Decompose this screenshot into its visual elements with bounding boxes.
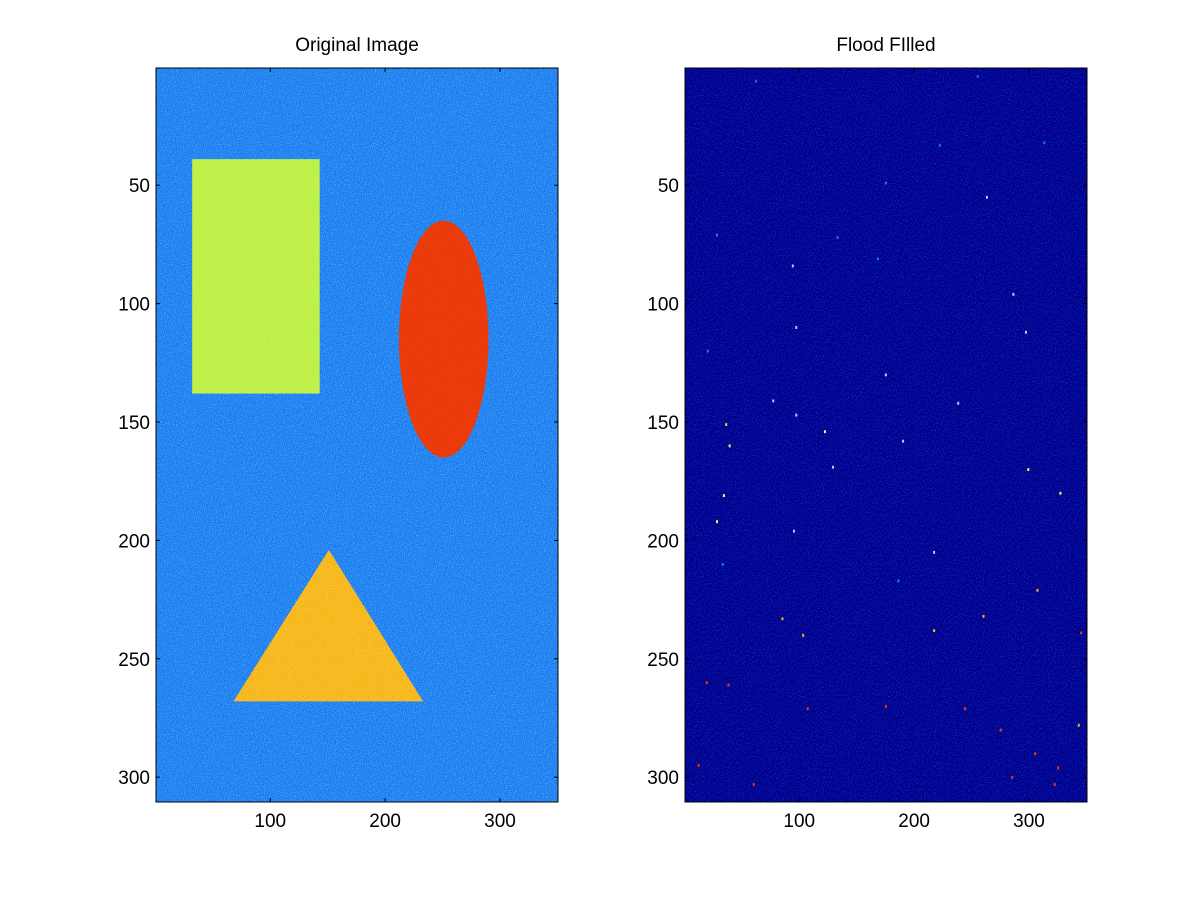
speckle-pixel <box>727 683 730 687</box>
speckle-pixel <box>933 629 936 632</box>
speckle-pixel <box>802 633 805 637</box>
x-tick-label: 200 <box>898 811 930 832</box>
speckle-pixel <box>697 764 700 767</box>
speckle-pixel <box>982 614 985 618</box>
speckle-pixel <box>1077 723 1080 727</box>
ellipse-texture <box>398 220 489 458</box>
x-tick-label: 300 <box>1013 811 1045 832</box>
speckle-pixel <box>1024 330 1027 334</box>
y-tick-label: 150 <box>647 413 679 434</box>
axes-title: Original Image <box>295 35 419 56</box>
speckle-pixel <box>706 349 709 353</box>
speckle-pixel <box>795 326 798 329</box>
speckle-pixel <box>964 707 967 711</box>
speckle-pixel <box>1057 766 1060 770</box>
image-noise <box>685 68 1087 802</box>
speckle-pixel <box>823 430 826 434</box>
speckle-pixel <box>806 707 809 711</box>
speckle-pixel <box>1011 775 1014 779</box>
y-tick-label: 300 <box>647 768 679 789</box>
axes-box <box>155 67 559 803</box>
speckle-pixel <box>1059 491 1062 495</box>
tick-labels: 100 200 300 50 100 150 200 250 300 <box>118 176 516 832</box>
speckle-pixel <box>781 617 784 621</box>
axes-title: Flood FIlled <box>836 35 935 56</box>
speckle-pixel <box>728 444 731 448</box>
speckle-pixel <box>752 783 755 786</box>
speckle-pixel <box>832 465 835 469</box>
triangle-texture <box>233 549 424 702</box>
speckle-pixel <box>722 494 725 498</box>
axes-flood-filled: Flood FIlled 100 200 300 50 100 150 200 250 300 <box>647 35 1088 832</box>
speckle-pixel <box>755 79 758 83</box>
tick-marks <box>685 68 1087 802</box>
y-tick-label: 50 <box>658 176 679 197</box>
speckle-pixel <box>999 728 1002 732</box>
image-area <box>685 68 1087 802</box>
speckle-pixel <box>1053 783 1056 786</box>
speckle-pixel <box>792 529 795 533</box>
y-tick-label: 150 <box>118 413 150 434</box>
speckle-pixel <box>876 257 879 261</box>
speckle-pixel <box>884 373 887 377</box>
speckle-pixel <box>1043 141 1046 145</box>
speckle-pixel <box>716 233 719 237</box>
speckle-pixel <box>1034 752 1037 756</box>
y-tick-label: 250 <box>118 650 150 671</box>
speckle-pixel <box>985 195 988 199</box>
speckle-pixel <box>1012 292 1015 296</box>
image-area <box>156 68 558 802</box>
axes-box <box>684 67 1088 803</box>
speckle-pixel <box>795 413 798 417</box>
y-tick-label: 100 <box>647 295 679 316</box>
speckle-pixel <box>1036 588 1039 592</box>
x-tick-label: 200 <box>369 811 401 832</box>
speckle-pixel <box>1027 468 1030 471</box>
x-tick-label: 100 <box>783 811 815 832</box>
y-tick-label: 300 <box>118 768 150 789</box>
x-tick-label: 300 <box>484 811 516 832</box>
axes-original-image: Original Image 100 200 300 50 100 150 200 250 30… <box>118 35 559 832</box>
y-tick-label: 250 <box>647 650 679 671</box>
rectangle-texture <box>192 159 320 394</box>
x-tick-label: 100 <box>254 811 286 832</box>
speckle-pixel <box>976 75 979 78</box>
speckle-pixel <box>716 520 719 524</box>
y-tick-label: 50 <box>129 176 150 197</box>
speckle-pixel <box>705 681 708 685</box>
speckle-pixel <box>791 264 794 268</box>
tick-labels: 100 200 300 50 100 150 200 250 300 <box>647 176 1045 832</box>
speckle-pixel <box>836 236 839 239</box>
speckle-pixel <box>725 423 728 427</box>
y-tick-label: 200 <box>647 531 679 552</box>
speckle-pixel <box>902 439 905 443</box>
speckle-pixel <box>884 181 887 185</box>
speckle-pixel <box>721 562 724 566</box>
speckle-pixel <box>772 399 775 403</box>
speckle-pixel <box>957 401 960 405</box>
speckle-pixel <box>884 704 887 708</box>
speckle-pixel <box>938 143 941 147</box>
speckle-pixel <box>933 551 936 554</box>
y-tick-label: 200 <box>118 531 150 552</box>
speckle-pixel <box>897 579 900 583</box>
speckle-pixel <box>1080 631 1083 635</box>
y-tick-label: 100 <box>118 295 150 316</box>
tick-marks <box>156 68 558 802</box>
